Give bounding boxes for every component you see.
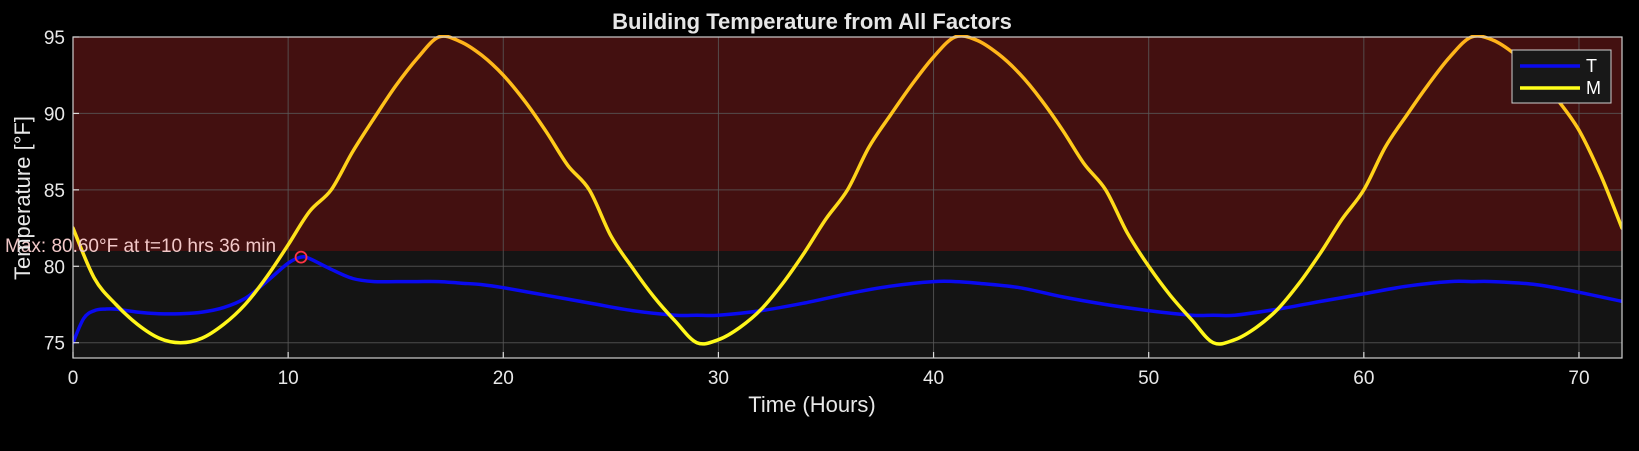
legend-label-M: M: [1586, 78, 1601, 98]
series-lines: [73, 35, 1622, 346]
x-axis-title: Time (Hours): [748, 392, 876, 417]
y-tick-label: 75: [44, 334, 65, 355]
axes-frame: [72, 36, 1623, 359]
x-tick-label: 10: [278, 368, 299, 389]
x-tick-label: 70: [1568, 368, 1589, 389]
x-tick-label: 20: [493, 368, 514, 389]
annotation-layer: Max: 80.60°F at t=10 hrs 36 min: [5, 236, 308, 264]
max-marker: [294, 250, 308, 264]
x-tick-label: 0: [68, 368, 79, 389]
y-axis-title: Temperature [°F]: [10, 116, 35, 280]
chart-title: Building Temperature from All Factors: [612, 9, 1012, 34]
plot-area: [73, 37, 1622, 358]
y-tick-label: 95: [44, 28, 65, 49]
x-tick-label: 40: [923, 368, 944, 389]
y-tick-label: 80: [44, 257, 65, 278]
legend-label-T: T: [1586, 56, 1597, 76]
legend[interactable]: TM: [1511, 49, 1612, 104]
x-tick-label: 60: [1353, 368, 1374, 389]
x-tick-label: 30: [708, 368, 729, 389]
y-tick-label: 90: [44, 104, 65, 125]
series-line-T: [73, 254, 1622, 345]
axes: 0 10 20 30 40 50 60 70 75 80 85 90 95: [44, 28, 1623, 389]
y-tick-label: 85: [44, 181, 65, 202]
legend-box: [1511, 49, 1612, 104]
max-annotation-label: Max: 80.60°F at t=10 hrs 36 min: [5, 236, 276, 257]
series-line-M: [73, 35, 1622, 346]
x-tick-label: 50: [1138, 368, 1159, 389]
